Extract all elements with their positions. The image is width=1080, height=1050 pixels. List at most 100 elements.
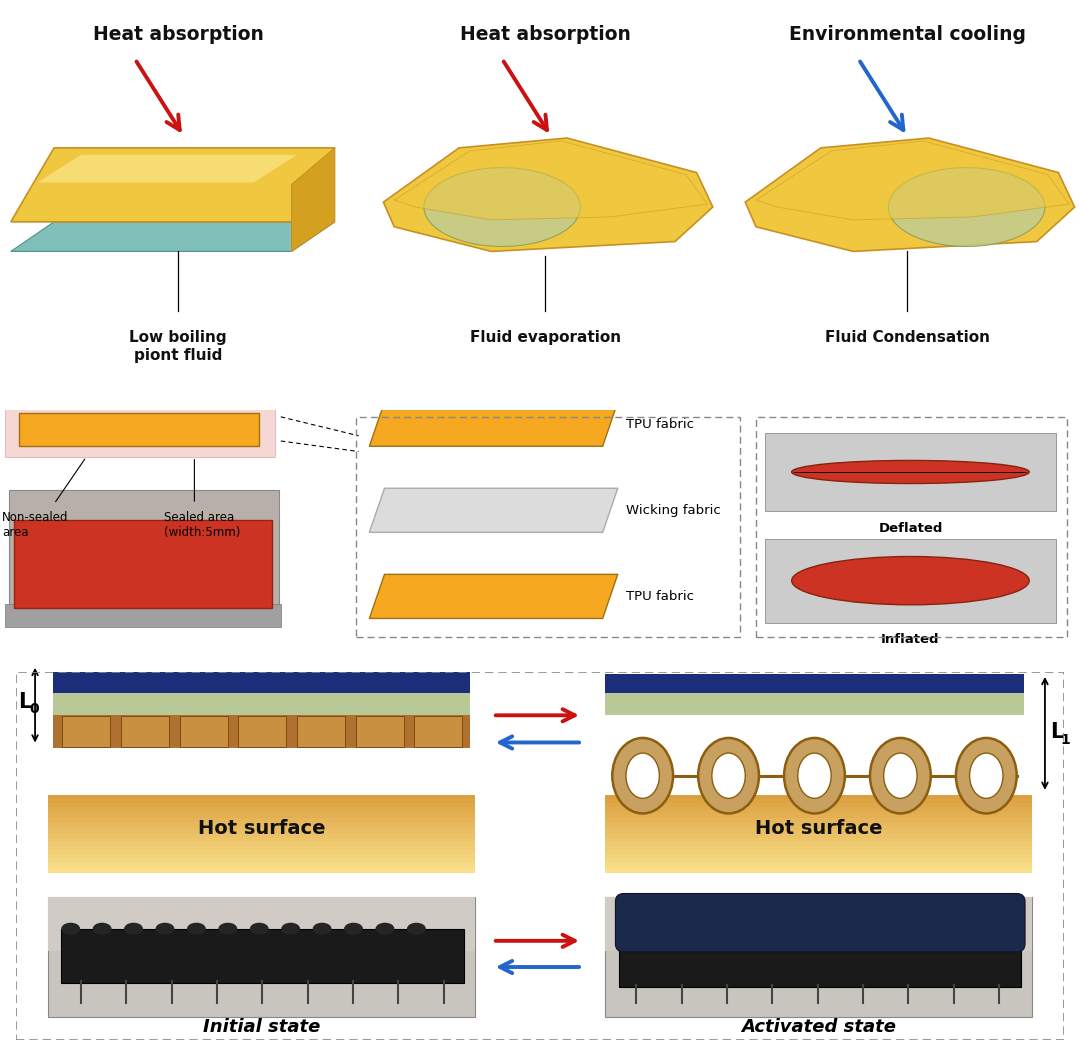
Polygon shape (756, 141, 1069, 219)
Text: TPU fabric: TPU fabric (626, 418, 694, 430)
Bar (605, 858, 1032, 862)
Bar (605, 854, 1032, 858)
Ellipse shape (970, 753, 1003, 798)
Polygon shape (369, 488, 618, 532)
Text: TPU fabric: TPU fabric (626, 590, 694, 603)
Bar (53, 715, 470, 748)
Bar (605, 849, 1032, 854)
Bar (605, 846, 1032, 849)
Bar (605, 802, 1032, 806)
Ellipse shape (281, 923, 300, 934)
Ellipse shape (345, 923, 363, 934)
FancyBboxPatch shape (355, 716, 404, 747)
Ellipse shape (249, 923, 269, 934)
FancyBboxPatch shape (765, 539, 1056, 623)
Bar (48, 811, 475, 815)
Text: Sealed area
(width:5mm): Sealed area (width:5mm) (164, 511, 241, 540)
Ellipse shape (93, 923, 111, 934)
Ellipse shape (698, 738, 759, 814)
Text: Heat absorption: Heat absorption (460, 25, 631, 44)
Bar (48, 849, 475, 854)
Polygon shape (369, 402, 618, 446)
FancyBboxPatch shape (605, 897, 1032, 951)
Ellipse shape (792, 556, 1029, 605)
Bar (605, 799, 1032, 802)
Bar (605, 811, 1032, 815)
Polygon shape (38, 154, 297, 183)
Ellipse shape (313, 923, 332, 934)
FancyBboxPatch shape (63, 716, 110, 747)
Text: 1: 1 (1061, 734, 1070, 748)
Polygon shape (369, 574, 618, 618)
FancyBboxPatch shape (62, 929, 463, 983)
Text: Hot surface: Hot surface (755, 819, 882, 838)
Bar (48, 822, 475, 826)
Bar (605, 693, 1024, 715)
Polygon shape (292, 148, 335, 251)
Ellipse shape (889, 168, 1045, 247)
Text: Heat absorption: Heat absorption (93, 25, 264, 44)
Bar (48, 838, 475, 842)
Ellipse shape (376, 923, 394, 934)
FancyBboxPatch shape (121, 716, 170, 747)
Bar (605, 818, 1032, 822)
FancyBboxPatch shape (48, 897, 475, 1017)
Bar (48, 795, 475, 799)
Bar (605, 674, 1024, 702)
Text: Fluid Condensation: Fluid Condensation (825, 331, 989, 345)
Ellipse shape (62, 923, 80, 934)
Ellipse shape (612, 738, 673, 814)
Text: Environmental cooling: Environmental cooling (788, 25, 1026, 44)
Bar (48, 865, 475, 869)
Bar (53, 665, 470, 693)
Bar (48, 799, 475, 802)
Ellipse shape (956, 738, 1016, 814)
Bar (48, 834, 475, 838)
Bar (605, 826, 1032, 831)
Ellipse shape (883, 753, 917, 798)
Text: Hot surface: Hot surface (198, 819, 325, 838)
FancyBboxPatch shape (9, 490, 279, 616)
Ellipse shape (187, 923, 206, 934)
Bar (605, 834, 1032, 838)
Text: Non-sealed
area: Non-sealed area (2, 511, 69, 540)
Bar (48, 846, 475, 849)
Text: Fluid evaporation: Fluid evaporation (470, 331, 621, 345)
Bar (605, 865, 1032, 869)
Bar (48, 802, 475, 806)
Text: Activated state: Activated state (741, 1018, 896, 1036)
Ellipse shape (712, 753, 745, 798)
Bar (48, 862, 475, 865)
FancyBboxPatch shape (415, 716, 462, 747)
Bar (48, 858, 475, 862)
FancyBboxPatch shape (14, 520, 272, 608)
Bar (48, 815, 475, 818)
Ellipse shape (423, 168, 580, 247)
Ellipse shape (407, 923, 426, 934)
Polygon shape (5, 402, 275, 457)
Bar (48, 854, 475, 858)
Text: Initial state: Initial state (203, 1018, 320, 1036)
FancyBboxPatch shape (5, 604, 281, 627)
Bar (605, 869, 1032, 874)
Polygon shape (394, 141, 707, 219)
FancyBboxPatch shape (616, 894, 1025, 952)
Text: L: L (1050, 722, 1064, 742)
Text: Inflated: Inflated (881, 633, 940, 646)
Bar (605, 831, 1032, 834)
Polygon shape (11, 222, 335, 251)
Bar (605, 862, 1032, 865)
Ellipse shape (156, 923, 174, 934)
Ellipse shape (784, 738, 845, 814)
FancyBboxPatch shape (605, 897, 1032, 1017)
FancyBboxPatch shape (179, 716, 228, 747)
Text: Deflated: Deflated (878, 522, 943, 534)
Bar (605, 838, 1032, 842)
Ellipse shape (792, 461, 1029, 483)
FancyBboxPatch shape (48, 897, 475, 951)
Text: Wicking fabric: Wicking fabric (626, 504, 721, 517)
Bar (48, 806, 475, 811)
FancyBboxPatch shape (239, 716, 286, 747)
FancyBboxPatch shape (765, 433, 1056, 511)
Bar (48, 818, 475, 822)
